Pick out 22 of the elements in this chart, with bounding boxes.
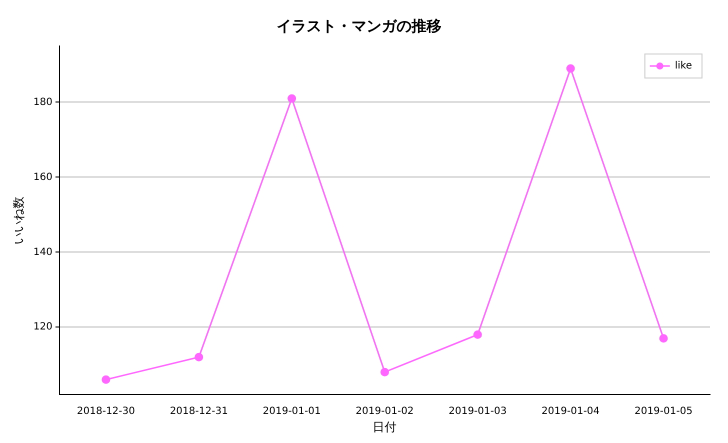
y-tick-label: 180 bbox=[33, 96, 52, 108]
x-tick-label: 2019-01-04 bbox=[542, 406, 600, 418]
point bbox=[288, 94, 296, 103]
x-tick-label: 2019-01-03 bbox=[448, 406, 507, 418]
x-tick-label: 2018-12-31 bbox=[170, 406, 228, 418]
chart-title: イラスト・マンガの推移 bbox=[276, 16, 442, 35]
point bbox=[380, 368, 389, 376]
point bbox=[659, 334, 668, 343]
point bbox=[566, 64, 575, 73]
x-tick-label: 2019-01-02 bbox=[356, 406, 414, 418]
y-tick-label: 120 bbox=[33, 322, 52, 333]
x-tick-label: 2019-01-05 bbox=[634, 406, 693, 418]
legend-label: like bbox=[674, 60, 692, 72]
point bbox=[473, 330, 482, 339]
y-axis-title: いいね数 bbox=[11, 196, 26, 244]
x-tick-label: 2019-01-01 bbox=[262, 406, 321, 418]
x-tick-label: 2018-12-30 bbox=[76, 406, 136, 418]
point bbox=[102, 375, 110, 384]
point bbox=[194, 352, 204, 362]
y-tick-label: 160 bbox=[33, 172, 52, 183]
x-axis-title: 日付 bbox=[372, 420, 397, 434]
y-tick-label: 140 bbox=[33, 246, 52, 258]
